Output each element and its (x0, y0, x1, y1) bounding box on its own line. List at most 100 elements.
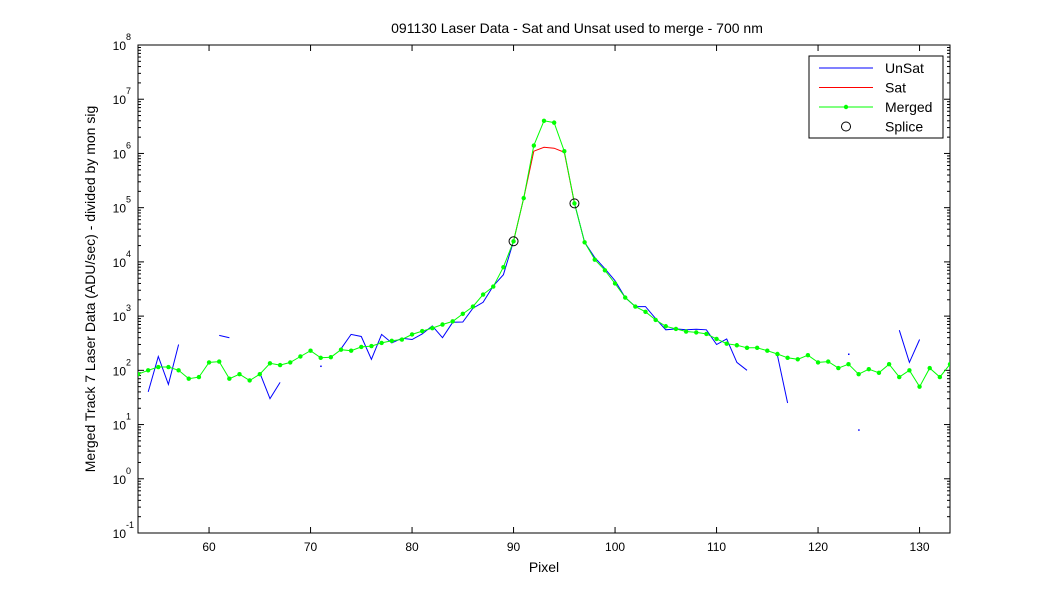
series-unsat-line (574, 203, 748, 371)
series-merged-point (480, 292, 486, 297)
series-merged-point (795, 357, 800, 362)
series-merged-point (724, 341, 729, 346)
x-tick-label: 130 (910, 540, 930, 554)
series-merged-point (247, 378, 252, 383)
series-merged-point (815, 360, 821, 365)
series-merged-point (491, 284, 496, 289)
series-merged-point (856, 371, 861, 377)
y-tick-label-base: 10 (113, 310, 127, 324)
series-merged-point (145, 368, 151, 373)
series-merged-point (643, 309, 648, 315)
series-merged-point (775, 351, 780, 357)
series-merged-point (704, 331, 709, 337)
y-tick-label-base: 10 (113, 364, 127, 378)
series-merged-point (338, 347, 344, 352)
series-merged-point (156, 364, 161, 370)
series-merged-point (379, 340, 384, 346)
legend: UnSat Sat Merged Splice (808, 55, 944, 139)
series-merged-point (592, 257, 597, 262)
stray-point (858, 429, 860, 431)
legend-merged-label: Merged (885, 99, 932, 115)
y-tick-label-exponent: 7 (126, 86, 131, 96)
series-unsat-line (147, 344, 180, 393)
series-merged-point (836, 365, 841, 371)
y-tick-label-exponent: 4 (126, 249, 131, 259)
stray-point (320, 365, 322, 368)
y-tick-label-exponent: 8 (126, 32, 131, 42)
series-merged-point (714, 336, 719, 342)
series-merged-point (653, 317, 658, 323)
series-merged-point (206, 360, 212, 365)
series-merged-point (866, 366, 871, 372)
series-merged-point (267, 361, 273, 366)
series-merged-point (562, 149, 567, 154)
legend-unsat-label: UnSat (885, 60, 924, 76)
series-merged-point (328, 354, 334, 360)
series-merged-point (947, 361, 950, 367)
series-merged-point (937, 374, 943, 380)
series-merged-point (217, 359, 222, 364)
series-merged-point (612, 281, 618, 286)
series-merged-point (196, 374, 202, 380)
series-merged-point (409, 332, 415, 337)
y-axis-label: Merged Track 7 Laser Data (ADU/sec) - di… (82, 106, 98, 472)
legend-merged-marker (843, 104, 849, 110)
series-unsat-line (219, 334, 230, 339)
series-merged-point (633, 304, 638, 309)
series-merged-point (450, 319, 455, 324)
series-merged-point (308, 348, 313, 353)
series-merged-point (460, 311, 465, 317)
series-merged-point (389, 338, 394, 344)
series-merged-point (470, 304, 476, 309)
x-tick-label: 90 (507, 540, 521, 554)
y-tick-label-exponent: 0 (126, 466, 131, 476)
series-merged-point (551, 120, 557, 125)
x-tick-label: 70 (304, 540, 318, 554)
legend-splice-marker (841, 121, 851, 132)
series-merged-point (805, 353, 811, 358)
series-merged-point (876, 370, 882, 376)
series-merged-point (541, 118, 547, 123)
legend-sat-label: Sat (885, 80, 906, 96)
series-merged-point (846, 361, 851, 367)
series-merged-point (521, 195, 526, 201)
y-tick-label-base: 10 (113, 202, 127, 216)
series-merged-point (886, 361, 892, 367)
legend-box (808, 55, 944, 139)
y-tick-label-base: 10 (113, 419, 127, 433)
y-tick-label-exponent: 6 (126, 140, 131, 150)
y-tick-label-exponent: 3 (126, 303, 131, 313)
y-tick-label-base: 10 (113, 147, 127, 161)
x-tick-label: 60 (202, 540, 216, 554)
series-merged-point (927, 365, 932, 371)
series-merged-point (765, 348, 770, 353)
series-merged-point (897, 374, 902, 380)
series-merged-point (582, 240, 587, 245)
x-tick-label: 110 (707, 540, 726, 554)
series-merged-point (623, 295, 628, 300)
series-merged-point (138, 371, 141, 377)
series-merged-point (237, 371, 242, 377)
x-tick-label: 120 (808, 540, 828, 554)
series-merged-point (399, 337, 405, 342)
x-tick-labels: 60 70 80 90 100 110 120 130 (202, 540, 930, 554)
series-merged-point (602, 268, 608, 273)
x-tick-label: 80 (405, 540, 419, 554)
chart-title: 091130 Laser Data - Sat and Unsat used t… (391, 20, 763, 36)
splice-marker (508, 236, 519, 247)
y-tick-label-base: 10 (113, 527, 127, 541)
y-tick-label-exponent: 5 (126, 195, 131, 205)
x-tick-label: 100 (605, 540, 625, 554)
series-merged-point (440, 322, 445, 327)
series-merged-point (683, 329, 689, 334)
series-merged-point (369, 343, 374, 349)
y-tick-label-base: 10 (113, 473, 127, 487)
series-merged-point (318, 355, 323, 361)
y-tick-label-exponent: 2 (126, 357, 131, 367)
series-merged-point (227, 376, 232, 381)
series-merged-point (277, 362, 283, 368)
y-tick-label-base: 10 (113, 93, 127, 107)
series-merged-point (531, 143, 537, 148)
